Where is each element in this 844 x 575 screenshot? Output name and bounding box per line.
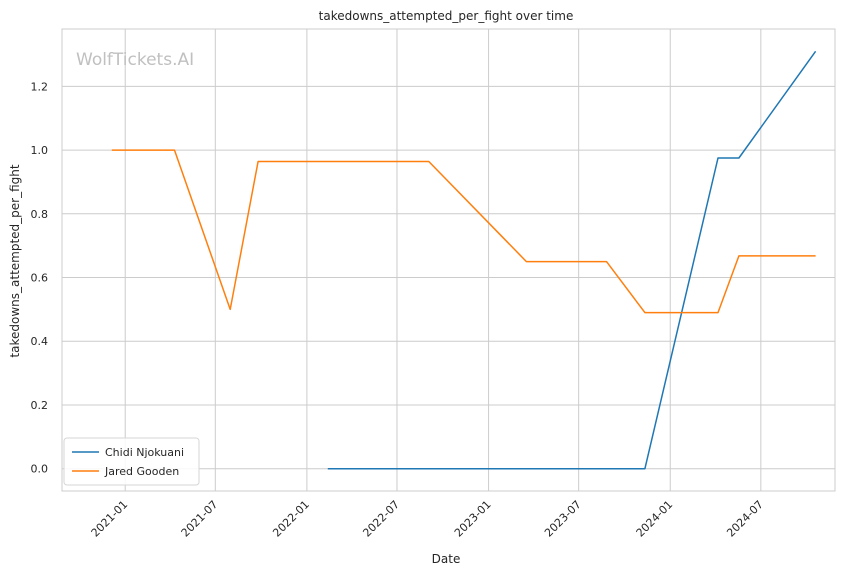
- grid: [62, 29, 835, 491]
- x-axis-title: Date: [432, 552, 461, 566]
- x-tick-label: 2024-07: [724, 498, 766, 540]
- x-tick-label: 2024-01: [634, 498, 676, 540]
- y-tick-label: 0.2: [31, 399, 49, 412]
- y-tick-label: 1.2: [31, 80, 49, 93]
- chart-title: takedowns_attempted_per_fight over time: [319, 9, 574, 23]
- x-tick-label: 2022-07: [360, 498, 402, 540]
- x-tick-label: 2021-01: [89, 498, 131, 540]
- x-tick-label: 2023-01: [452, 498, 494, 540]
- series-layer: [111, 50, 817, 470]
- legend-label-chidi: Chidi Njokuani: [105, 446, 184, 459]
- y-tick-label: 0.0: [31, 463, 49, 476]
- legend: Chidi Njokuani Jared Gooden: [63, 437, 200, 486]
- plot-frame: [61, 28, 836, 492]
- y-axis-title: takedowns_attempted_per_fight: [8, 164, 22, 357]
- x-tick-label: 2023-07: [542, 498, 584, 540]
- legend-box: [63, 437, 200, 486]
- series-line-chidi-njokuani: [327, 50, 817, 470]
- series-line-jared-gooden: [111, 149, 816, 314]
- y-tick-label: 0.8: [31, 208, 49, 221]
- legend-label-jared: Jared Gooden: [104, 465, 179, 478]
- watermark-text: WolfTickets.AI: [76, 50, 194, 70]
- x-tick-label: 2021-07: [179, 498, 221, 540]
- y-tick-label: 1.0: [31, 144, 49, 157]
- x-tick-label: 2022-01: [270, 498, 312, 540]
- y-tick-label: 0.4: [31, 335, 49, 348]
- y-tick-label: 0.6: [31, 272, 49, 285]
